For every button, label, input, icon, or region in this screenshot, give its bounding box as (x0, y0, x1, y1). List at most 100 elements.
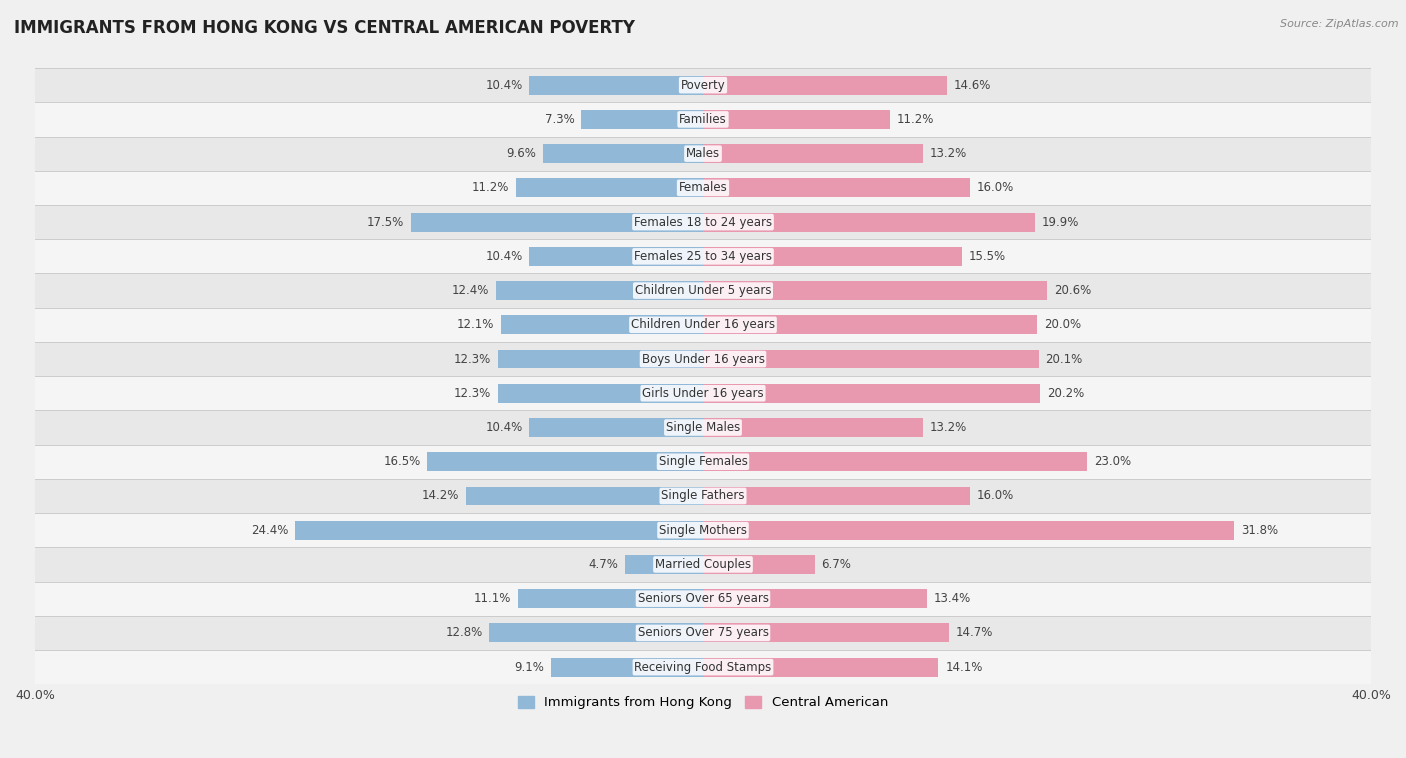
Text: Poverty: Poverty (681, 79, 725, 92)
Bar (551, 658, 703, 677)
Bar (543, 144, 703, 163)
Text: Single Males: Single Males (666, 421, 740, 434)
Text: Married Couples: Married Couples (655, 558, 751, 571)
Bar (703, 76, 946, 95)
Text: 12.4%: 12.4% (451, 284, 489, 297)
Text: 17.5%: 17.5% (367, 215, 404, 229)
Text: Single Fathers: Single Fathers (661, 490, 745, 503)
Text: 13.4%: 13.4% (934, 592, 970, 605)
Text: IMMIGRANTS FROM HONG KONG VS CENTRAL AMERICAN POVERTY: IMMIGRANTS FROM HONG KONG VS CENTRAL AME… (14, 19, 636, 37)
Bar (35, 205, 1371, 240)
Text: Seniors Over 75 years: Seniors Over 75 years (637, 626, 769, 640)
Text: 12.8%: 12.8% (446, 626, 482, 640)
Bar (703, 247, 962, 266)
Text: 24.4%: 24.4% (252, 524, 288, 537)
Text: Seniors Over 65 years: Seniors Over 65 years (637, 592, 769, 605)
Text: 23.0%: 23.0% (1094, 456, 1130, 468)
Text: 12.1%: 12.1% (457, 318, 495, 331)
Bar (498, 349, 703, 368)
Bar (35, 581, 1371, 615)
Text: 11.1%: 11.1% (474, 592, 510, 605)
Bar (517, 589, 703, 608)
Bar (498, 384, 703, 402)
Text: 11.2%: 11.2% (472, 181, 509, 194)
Text: 11.2%: 11.2% (897, 113, 934, 126)
Bar (35, 274, 1371, 308)
Text: 14.6%: 14.6% (953, 79, 991, 92)
Bar (624, 555, 703, 574)
Bar (703, 589, 927, 608)
Bar (529, 247, 703, 266)
Text: 12.3%: 12.3% (454, 352, 491, 365)
Text: 15.5%: 15.5% (969, 250, 1005, 263)
Bar (703, 384, 1040, 402)
Text: Females: Females (679, 181, 727, 194)
Bar (703, 349, 1039, 368)
Bar (703, 658, 938, 677)
Text: 16.5%: 16.5% (384, 456, 420, 468)
Bar (35, 136, 1371, 171)
Bar (411, 213, 703, 231)
Bar (35, 615, 1371, 650)
Bar (427, 453, 703, 471)
Text: 19.9%: 19.9% (1042, 215, 1080, 229)
Bar (35, 376, 1371, 410)
Bar (465, 487, 703, 506)
Text: 10.4%: 10.4% (485, 250, 523, 263)
Text: Females 18 to 24 years: Females 18 to 24 years (634, 215, 772, 229)
Text: 9.6%: 9.6% (506, 147, 536, 160)
Bar (581, 110, 703, 129)
Bar (703, 487, 970, 506)
Bar (35, 240, 1371, 274)
Bar (703, 144, 924, 163)
Bar (703, 418, 924, 437)
Text: 31.8%: 31.8% (1240, 524, 1278, 537)
Bar (516, 178, 703, 197)
Text: 12.3%: 12.3% (454, 387, 491, 399)
Text: 13.2%: 13.2% (931, 147, 967, 160)
Text: Boys Under 16 years: Boys Under 16 years (641, 352, 765, 365)
Text: Receiving Food Stamps: Receiving Food Stamps (634, 661, 772, 674)
Text: 20.1%: 20.1% (1046, 352, 1083, 365)
Bar (295, 521, 703, 540)
Bar (35, 171, 1371, 205)
Bar (703, 555, 815, 574)
Text: 16.0%: 16.0% (977, 181, 1014, 194)
Text: Children Under 5 years: Children Under 5 years (634, 284, 772, 297)
Bar (703, 624, 949, 642)
Text: 20.6%: 20.6% (1053, 284, 1091, 297)
Bar (529, 76, 703, 95)
Bar (35, 308, 1371, 342)
Bar (35, 479, 1371, 513)
Bar (703, 453, 1087, 471)
Bar (529, 418, 703, 437)
Bar (703, 213, 1035, 231)
Bar (496, 281, 703, 300)
Text: 9.1%: 9.1% (515, 661, 544, 674)
Text: 6.7%: 6.7% (821, 558, 852, 571)
Text: Single Females: Single Females (658, 456, 748, 468)
Bar (501, 315, 703, 334)
Bar (35, 650, 1371, 684)
Bar (703, 178, 970, 197)
Text: 4.7%: 4.7% (588, 558, 617, 571)
Text: 13.2%: 13.2% (931, 421, 967, 434)
Text: Males: Males (686, 147, 720, 160)
Bar (35, 102, 1371, 136)
Bar (703, 281, 1047, 300)
Text: 20.2%: 20.2% (1047, 387, 1084, 399)
Text: 14.1%: 14.1% (945, 661, 983, 674)
Text: 14.2%: 14.2% (422, 490, 460, 503)
Bar (35, 513, 1371, 547)
Text: 14.7%: 14.7% (955, 626, 993, 640)
Bar (703, 521, 1234, 540)
Text: Families: Families (679, 113, 727, 126)
Bar (35, 342, 1371, 376)
Text: 20.0%: 20.0% (1043, 318, 1081, 331)
Text: Source: ZipAtlas.com: Source: ZipAtlas.com (1281, 19, 1399, 29)
Bar (703, 315, 1038, 334)
Text: Females 25 to 34 years: Females 25 to 34 years (634, 250, 772, 263)
Text: Girls Under 16 years: Girls Under 16 years (643, 387, 763, 399)
Bar (35, 410, 1371, 445)
Text: 10.4%: 10.4% (485, 421, 523, 434)
